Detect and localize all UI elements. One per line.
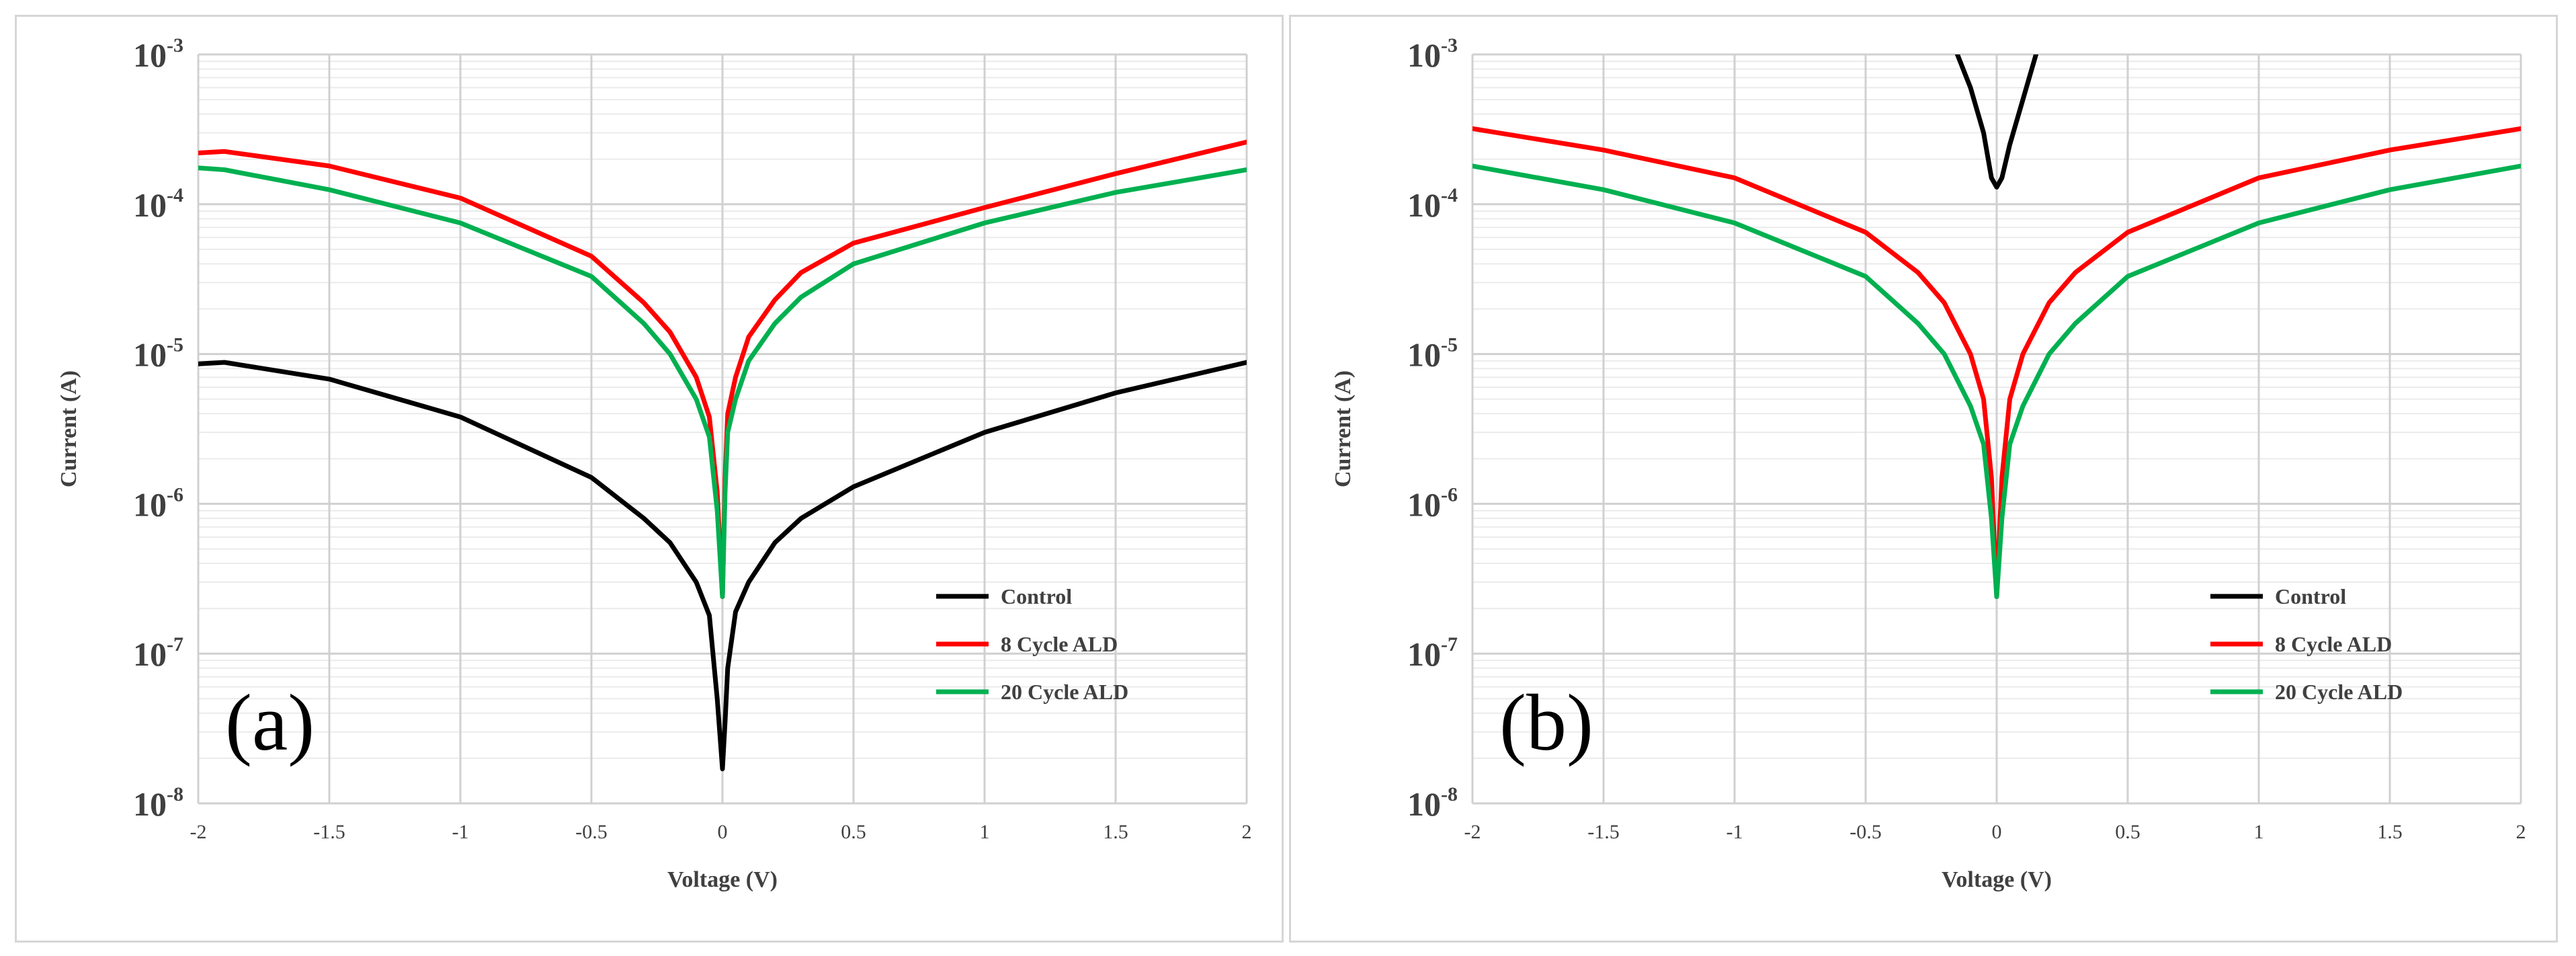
y-tick-label: 10-8 xyxy=(133,783,183,823)
x-tick-label: 0 xyxy=(718,821,728,843)
y-tick-label: 10-5 xyxy=(133,334,183,374)
x-tick-label: -0.5 xyxy=(575,821,608,843)
panel-label: (a) xyxy=(225,678,315,767)
x-tick-label: -1.5 xyxy=(313,821,345,843)
series-line-20-cycle-ald xyxy=(198,165,1247,599)
x-tick-label: -2 xyxy=(190,821,207,843)
legend-label: Control xyxy=(2275,584,2346,608)
x-axis-label: Voltage (V) xyxy=(667,867,778,892)
y-tick-label: 10-6 xyxy=(1407,483,1458,523)
x-tick-label: 0.5 xyxy=(841,821,866,843)
x-tick-label: -1 xyxy=(1727,821,1743,843)
x-tick-label: 0.5 xyxy=(2115,821,2141,843)
legend: Control 8 Cycle ALD 20 Cycle ALD xyxy=(936,584,1128,704)
series-line-20-cycle-ald xyxy=(1472,163,2521,599)
legend-label: Control xyxy=(1001,584,1072,608)
panel-a: -2 -1.5 -1 -0.5 0 0.5 1 1.5 2 10-8 10-7 10-6 10-5 10-… xyxy=(15,15,1284,943)
x-tick-label: 0 xyxy=(1992,821,2002,843)
series-line-control xyxy=(198,360,1247,772)
x-tick-label: 2 xyxy=(2516,821,2526,843)
x-axis-label: Voltage (V) xyxy=(1942,867,2052,892)
chart-svg: -2 -1.5 -1 -0.5 0 0.5 1 1.5 2 10-8 10-7 10-6 10-5 10-… xyxy=(1331,34,2526,892)
y-axis-label: Current (A) xyxy=(1331,370,1356,487)
series-group xyxy=(1472,54,2521,599)
x-tick-label: 1 xyxy=(980,821,990,843)
legend-label: 8 Cycle ALD xyxy=(1001,632,1118,656)
legend-label: 8 Cycle ALD xyxy=(2275,632,2392,656)
panel-label: (b) xyxy=(1499,678,1593,767)
y-tick-label: 10-7 xyxy=(133,633,183,673)
legend: Control 8 Cycle ALD 20 Cycle ALD xyxy=(2210,584,2403,704)
y-tick-label: 10-6 xyxy=(133,483,183,523)
x-tick-label: 1.5 xyxy=(1103,821,1128,843)
series-group xyxy=(198,139,1247,772)
x-tick-label: 2 xyxy=(1242,821,1252,843)
x-tick-label: -2 xyxy=(1464,821,1481,843)
y-tick-label: 10-3 xyxy=(133,34,183,74)
x-tick-label: -1 xyxy=(452,821,469,843)
y-axis-label: Current (A) xyxy=(56,370,81,487)
x-tick-label: -0.5 xyxy=(1850,821,1882,843)
series-line-control xyxy=(1955,54,2038,190)
x-tick-label: -1.5 xyxy=(1587,821,1620,843)
y-tick-label: 10-5 xyxy=(1407,334,1458,374)
legend-label: 20 Cycle ALD xyxy=(1001,680,1128,704)
x-tick-label: 1 xyxy=(2254,821,2264,843)
chart-svg: -2 -1.5 -1 -0.5 0 0.5 1 1.5 2 10-8 10-7 10-6 10-5 10-… xyxy=(56,34,1252,892)
y-tick-label: 10-4 xyxy=(1407,184,1458,224)
x-tick-label: 1.5 xyxy=(2377,821,2403,843)
panel-b: -2 -1.5 -1 -0.5 0 0.5 1 1.5 2 10-8 10-7 10-6 10-5 10-… xyxy=(1289,15,2558,943)
y-tick-label: 10-7 xyxy=(1407,633,1458,673)
major-gridlines xyxy=(1471,53,2522,805)
y-tick-label: 10-4 xyxy=(133,184,183,224)
y-tick-label: 10-3 xyxy=(1407,34,1458,74)
legend-label: 20 Cycle ALD xyxy=(2275,680,2403,704)
y-tick-label: 10-8 xyxy=(1407,783,1458,823)
